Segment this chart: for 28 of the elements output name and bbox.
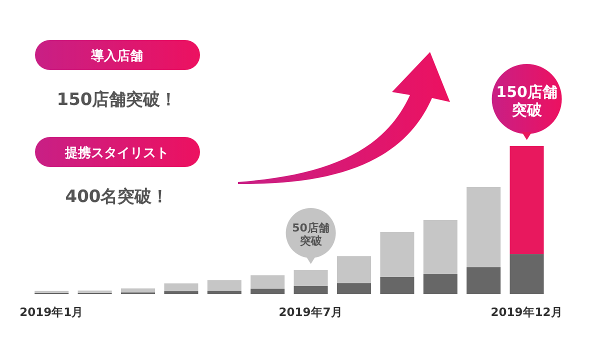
x-tick-label: 2019年7月 — [278, 305, 343, 319]
bar — [121, 288, 155, 292]
bar — [207, 290, 242, 294]
annotation: 提携スタイリスト — [64, 145, 169, 161]
text: 導入店舗 — [90, 48, 143, 64]
bar — [423, 220, 458, 274]
x-tick-label: 2019年1月 — [20, 305, 84, 319]
bar — [164, 291, 198, 294]
bar — [380, 232, 414, 277]
bar — [423, 274, 458, 294]
bar — [294, 270, 328, 286]
bar — [466, 186, 501, 268]
bar — [164, 283, 198, 292]
bar — [294, 286, 328, 294]
bar — [250, 288, 285, 294]
x-tick-label: 2019年12月 — [490, 305, 563, 319]
text: 150店舗突破！ — [56, 90, 178, 110]
bar — [380, 276, 414, 294]
annotation: 150店舗突破 — [496, 82, 558, 119]
bar — [250, 275, 285, 289]
annotation: 50店舗突破 — [292, 221, 330, 248]
annotation: 400名突破！ — [65, 187, 169, 207]
bar — [337, 283, 371, 294]
bar — [510, 146, 544, 254]
bar — [466, 267, 501, 294]
bar — [207, 280, 242, 291]
bar — [337, 256, 371, 284]
bar — [510, 254, 544, 294]
